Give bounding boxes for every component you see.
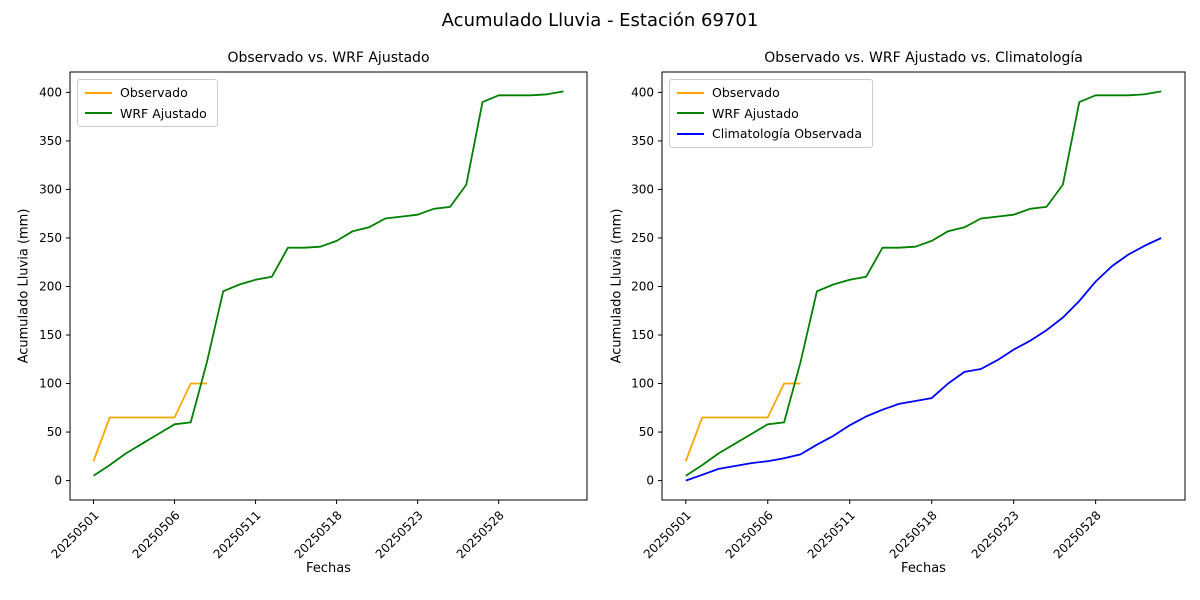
axes-spines <box>69 71 588 501</box>
y-tick-label: 0 <box>646 474 654 488</box>
y-tick-label: 150 <box>631 328 654 342</box>
legend-line-swatch <box>677 91 704 94</box>
figure-title: Acumulado Lluvia - Estación 69701 <box>441 10 759 31</box>
y-tick-label: 50 <box>639 425 654 439</box>
y-tick-label: 250 <box>631 231 654 245</box>
y-tick-label: 400 <box>631 85 654 99</box>
right-x-axis-label: Fechas <box>901 561 946 576</box>
x-tick-label: 20250518 <box>292 508 345 561</box>
legend-label: WRF Ajustado <box>120 105 207 121</box>
series-line-wrf-ajustado <box>685 90 1162 477</box>
x-tick-label: 20250518 <box>887 508 940 561</box>
y-tick-label: 400 <box>39 85 62 99</box>
y-tick-label: 50 <box>47 425 62 439</box>
y-tick-label: 350 <box>39 134 62 148</box>
series-line-observado <box>92 382 207 462</box>
right-legend: Observado WRF Ajustado Climatología Observ… <box>669 79 873 148</box>
x-tick-label: 20250523 <box>373 508 426 561</box>
legend-item-climatología-observada: Climatología Observada <box>677 126 862 142</box>
x-tick-label: 20250528 <box>454 508 507 561</box>
y-tick-label: 300 <box>39 182 62 196</box>
right-y-axis-label: Acumulado Lluvia (mm) <box>609 208 625 364</box>
legend-line-swatch <box>677 112 704 115</box>
legend-line-swatch <box>677 133 704 136</box>
legend-item-wrf-ajustado: WRF Ajustado <box>677 106 862 122</box>
left-subplot-title: Observado vs. WRF Ajustado <box>227 50 430 66</box>
y-tick-label: 300 <box>631 182 654 196</box>
x-tick-label: 20250506 <box>130 508 183 561</box>
left-legend: Observado WRF Ajustado <box>77 79 218 128</box>
right-subplot-title: Observado vs. WRF Ajustado vs. Climatolo… <box>764 50 1083 66</box>
y-tick-label: 250 <box>39 231 62 245</box>
y-tick-label: 0 <box>54 474 62 488</box>
left-plot-area: 0 50 100 150 200 250 300 350 400 20250501 20250506… <box>39 71 588 561</box>
legend-label: Observado <box>120 85 188 100</box>
legend-label: Observado <box>712 85 780 100</box>
y-tick-label: 100 <box>39 377 62 391</box>
legend-label: Climatología Observada <box>712 126 862 142</box>
x-tick-label: 20250528 <box>1051 508 1104 561</box>
x-tick-label: 20250511 <box>805 508 858 561</box>
y-tick-label: 200 <box>39 279 62 293</box>
y-tick-label: 200 <box>631 279 654 293</box>
legend-label: WRF Ajustado <box>712 105 799 121</box>
left-x-axis-label: Fechas <box>306 561 351 576</box>
x-tick-label: 20250501 <box>641 508 694 561</box>
series-line-observado <box>684 382 801 462</box>
legend-item-observado: Observado <box>85 85 207 101</box>
legend-item-observado: Observado <box>677 85 862 101</box>
series-line-climatología-observada <box>685 237 1162 482</box>
legend-line-swatch <box>85 112 112 115</box>
legend-line-swatch <box>85 91 112 94</box>
series-line-wrf-ajustado <box>93 90 564 477</box>
left-y-axis-label: Acumulado Lluvia (mm) <box>16 208 32 364</box>
legend-item-wrf-ajustado: WRF Ajustado <box>85 106 207 122</box>
y-tick-label: 100 <box>631 377 654 391</box>
y-tick-label: 150 <box>39 328 62 342</box>
x-tick-label: 20250501 <box>49 508 102 561</box>
x-tick-label: 20250523 <box>969 508 1022 561</box>
y-tick-label: 350 <box>631 134 654 148</box>
x-tick-label: 20250506 <box>723 508 776 561</box>
x-tick-label: 20250511 <box>211 508 264 561</box>
